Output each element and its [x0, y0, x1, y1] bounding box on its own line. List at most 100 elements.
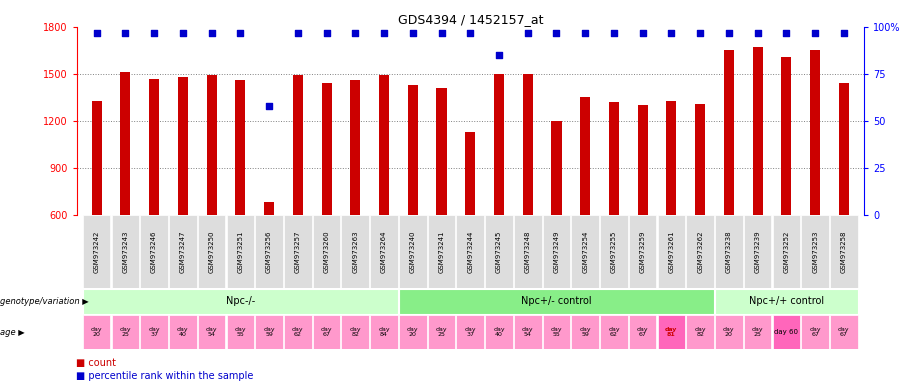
Text: day
82: day 82 — [349, 327, 361, 338]
Point — [722, 30, 736, 36]
Point — [578, 30, 592, 36]
Text: Npc+/+ control: Npc+/+ control — [749, 296, 824, 306]
Text: day
62: day 62 — [292, 327, 303, 338]
FancyBboxPatch shape — [687, 215, 714, 288]
Text: GSM973250: GSM973250 — [209, 230, 214, 273]
FancyBboxPatch shape — [716, 290, 858, 313]
Text: GSM973240: GSM973240 — [410, 230, 416, 273]
Text: GSM973241: GSM973241 — [438, 230, 445, 273]
Text: day
20: day 20 — [91, 327, 103, 338]
FancyBboxPatch shape — [744, 215, 771, 288]
Text: day
59: day 59 — [580, 327, 591, 338]
Text: GSM973257: GSM973257 — [295, 230, 301, 273]
Text: GSM973251: GSM973251 — [238, 230, 243, 273]
Text: day
25: day 25 — [752, 327, 763, 338]
FancyBboxPatch shape — [227, 315, 254, 349]
FancyBboxPatch shape — [198, 315, 225, 349]
Text: GSM973249: GSM973249 — [554, 230, 560, 273]
Point — [89, 30, 104, 36]
FancyBboxPatch shape — [83, 315, 111, 349]
Bar — [523, 74, 533, 215]
Point — [607, 30, 621, 36]
Text: day
40: day 40 — [177, 327, 189, 338]
FancyBboxPatch shape — [284, 215, 311, 288]
Point — [348, 30, 363, 36]
Text: GSM973252: GSM973252 — [783, 230, 789, 273]
FancyBboxPatch shape — [600, 215, 628, 288]
FancyBboxPatch shape — [284, 315, 311, 349]
Point — [751, 30, 765, 36]
Text: day
67: day 67 — [320, 327, 332, 338]
Text: day
62: day 62 — [608, 327, 620, 338]
Point — [406, 30, 420, 36]
Bar — [781, 57, 791, 215]
Text: day
20: day 20 — [723, 327, 734, 338]
Bar — [436, 88, 446, 215]
Bar — [695, 104, 706, 215]
FancyBboxPatch shape — [399, 215, 427, 288]
FancyBboxPatch shape — [572, 215, 599, 288]
Point — [808, 30, 823, 36]
FancyBboxPatch shape — [716, 315, 742, 349]
Point — [491, 52, 506, 58]
Bar — [178, 77, 188, 215]
Text: GSM973246: GSM973246 — [151, 230, 158, 273]
Text: day
55: day 55 — [551, 327, 562, 338]
FancyBboxPatch shape — [399, 290, 714, 313]
Bar — [465, 132, 475, 215]
FancyBboxPatch shape — [485, 315, 513, 349]
FancyBboxPatch shape — [801, 315, 829, 349]
Text: GSM973242: GSM973242 — [94, 230, 100, 273]
Text: GSM973263: GSM973263 — [352, 230, 358, 273]
Text: day
37: day 37 — [148, 327, 160, 338]
Point — [377, 30, 392, 36]
Bar — [207, 76, 217, 215]
FancyBboxPatch shape — [744, 315, 771, 349]
Text: day
81: day 81 — [665, 327, 678, 338]
FancyBboxPatch shape — [112, 315, 140, 349]
FancyBboxPatch shape — [456, 215, 484, 288]
FancyBboxPatch shape — [456, 315, 484, 349]
FancyBboxPatch shape — [629, 215, 656, 288]
Text: day
54: day 54 — [522, 327, 534, 338]
Text: day
59: day 59 — [264, 327, 274, 338]
FancyBboxPatch shape — [514, 315, 542, 349]
FancyBboxPatch shape — [772, 315, 800, 349]
Text: GSM973258: GSM973258 — [841, 230, 847, 273]
FancyBboxPatch shape — [485, 215, 513, 288]
Point — [320, 30, 334, 36]
Text: GSM973259: GSM973259 — [640, 230, 645, 273]
Point — [693, 30, 707, 36]
FancyBboxPatch shape — [629, 315, 656, 349]
FancyBboxPatch shape — [370, 315, 398, 349]
Text: GSM973255: GSM973255 — [611, 230, 617, 273]
Bar — [494, 74, 504, 215]
FancyBboxPatch shape — [658, 315, 685, 349]
Point — [664, 30, 679, 36]
FancyBboxPatch shape — [716, 215, 742, 288]
Text: age ▶: age ▶ — [0, 328, 25, 337]
Point — [435, 30, 449, 36]
FancyBboxPatch shape — [198, 215, 225, 288]
FancyBboxPatch shape — [830, 315, 858, 349]
Point — [262, 103, 276, 109]
Point — [233, 30, 248, 36]
Bar — [149, 79, 159, 215]
FancyBboxPatch shape — [428, 215, 455, 288]
Text: GSM973261: GSM973261 — [669, 230, 674, 273]
Bar — [666, 101, 677, 215]
FancyBboxPatch shape — [341, 315, 369, 349]
FancyBboxPatch shape — [399, 315, 427, 349]
Text: ■ count: ■ count — [76, 358, 116, 368]
Text: GSM973256: GSM973256 — [266, 230, 272, 273]
FancyBboxPatch shape — [600, 315, 628, 349]
Text: GSM973248: GSM973248 — [525, 230, 531, 273]
FancyBboxPatch shape — [514, 215, 542, 288]
Point — [779, 30, 794, 36]
Text: day
55: day 55 — [235, 327, 246, 338]
Point — [520, 30, 535, 36]
Text: day 60: day 60 — [774, 329, 798, 335]
Point — [635, 30, 650, 36]
FancyBboxPatch shape — [83, 290, 398, 313]
Bar — [839, 83, 849, 215]
